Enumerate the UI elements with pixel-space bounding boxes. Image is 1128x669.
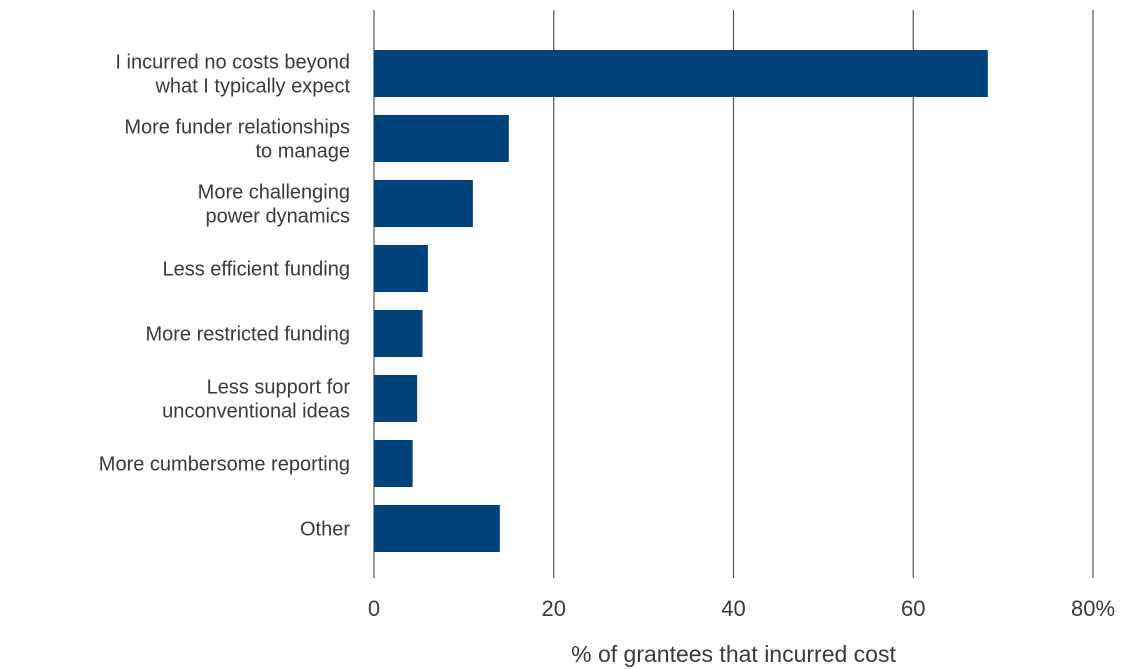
x-tick-label: 80% xyxy=(1071,596,1115,621)
bar xyxy=(374,505,500,552)
bar xyxy=(374,245,428,292)
bar xyxy=(374,310,423,357)
category-label: Less efficient funding xyxy=(162,259,350,281)
bar xyxy=(374,375,418,422)
category-label: More cumbersome reporting xyxy=(99,454,350,476)
x-tick-label: 0 xyxy=(368,596,380,621)
category-labels: I incurred no costs beyond what I typical… xyxy=(99,52,351,541)
x-tick-label: 20 xyxy=(542,596,566,621)
bars xyxy=(374,50,988,552)
x-axis-title: % of grantees that incurred cost xyxy=(571,641,896,667)
category-label: I incurred no costs beyond what I typical… xyxy=(115,52,350,98)
category-label: Other xyxy=(300,519,350,541)
category-label: More funder relationships to manage xyxy=(124,117,350,163)
category-label: Less support for unconventional ideas xyxy=(162,377,350,423)
x-tick-label: 40 xyxy=(721,596,745,621)
bar xyxy=(374,180,473,227)
x-tick-labels: 0 20 40 60 80% xyxy=(368,596,1115,621)
category-label: More challenging power dynamics xyxy=(198,182,350,228)
bar xyxy=(374,50,988,97)
category-label: More restricted funding xyxy=(145,324,350,346)
x-tick-label: 60 xyxy=(901,596,925,621)
bar xyxy=(374,115,509,162)
bar xyxy=(374,440,413,487)
